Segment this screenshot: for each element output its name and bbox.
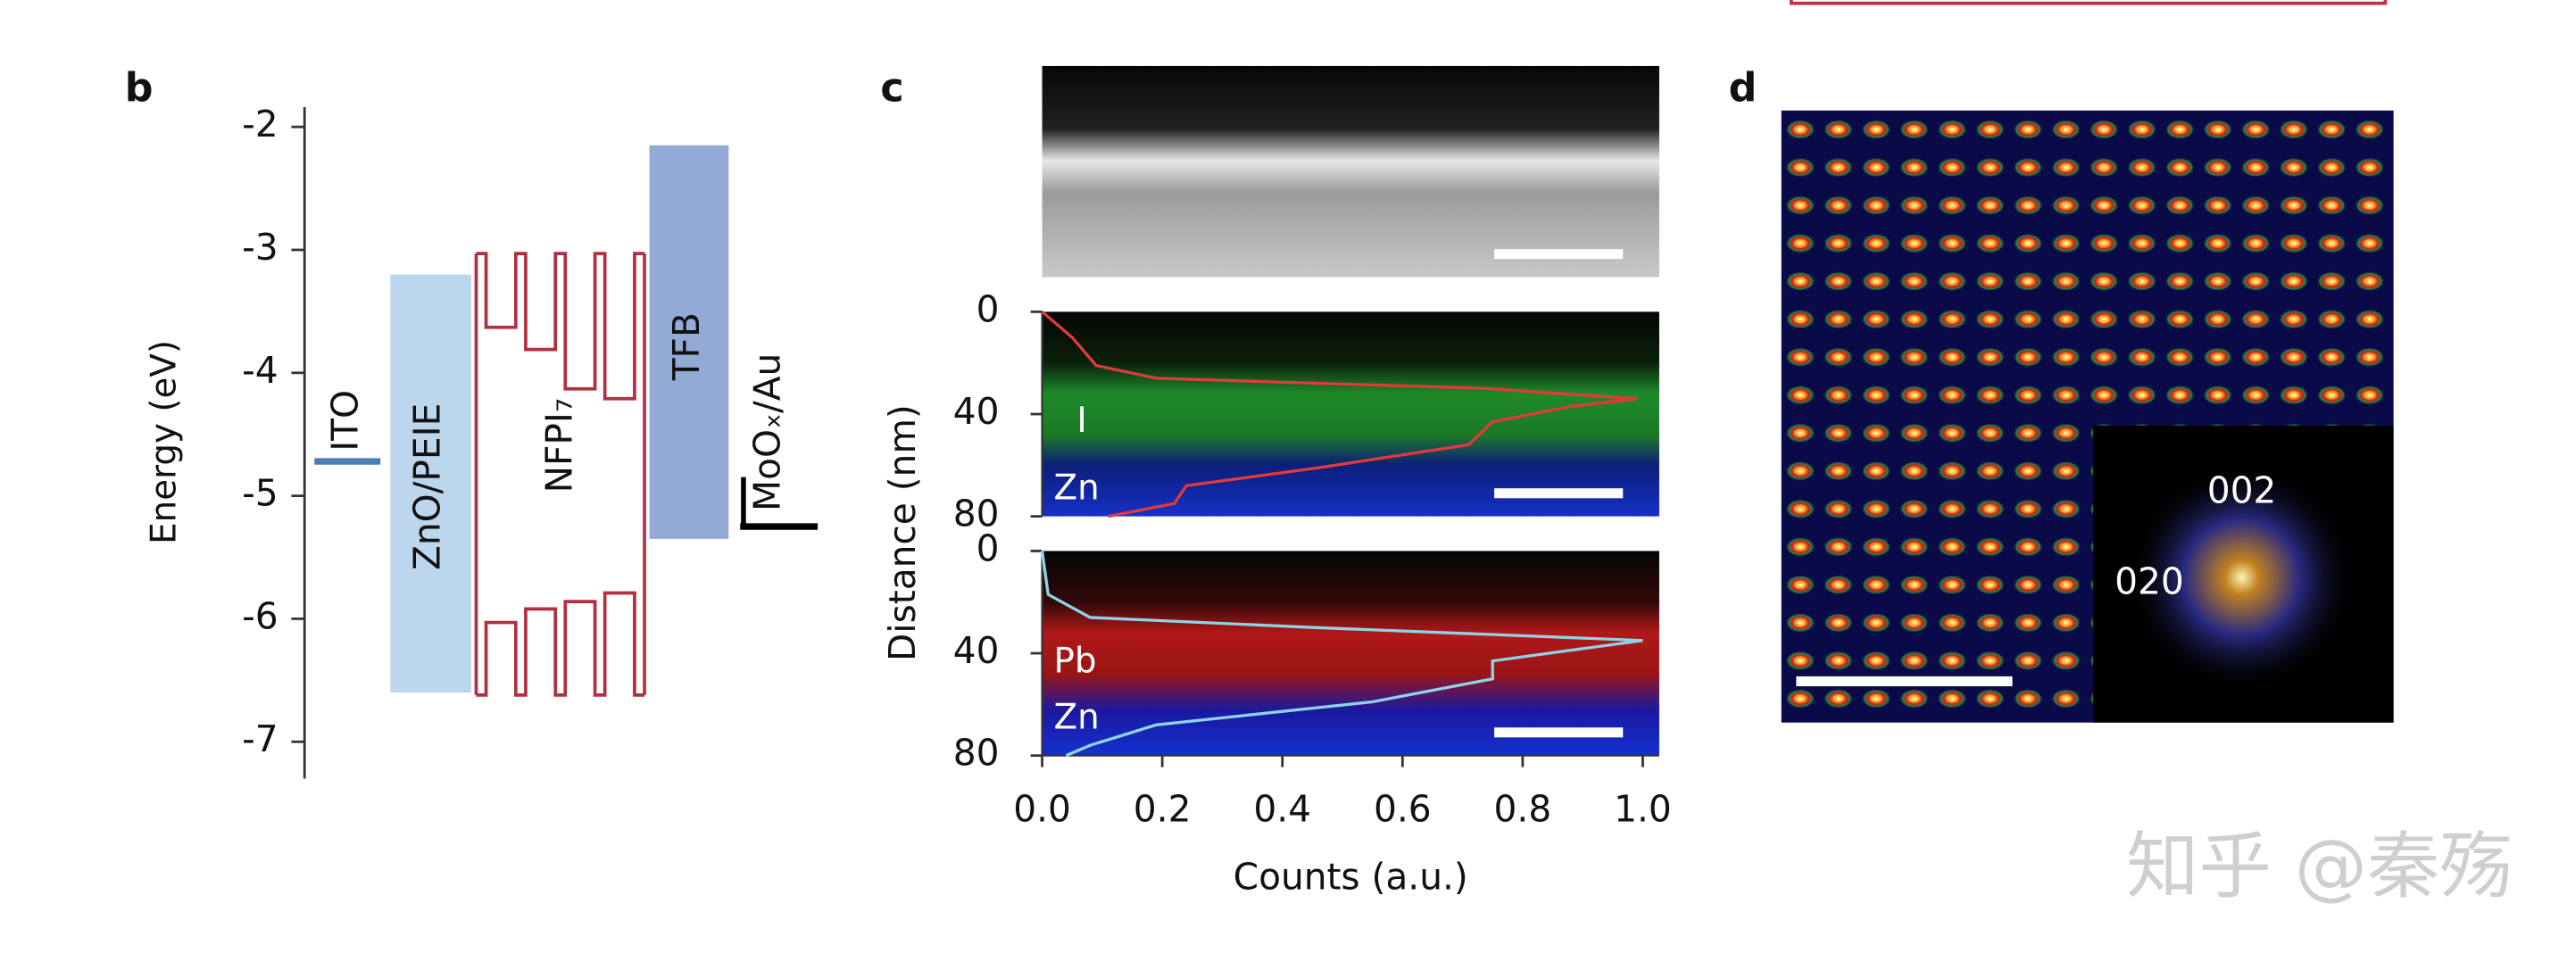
profile-line — [1040, 551, 1643, 758]
x-tick-label: 0.2 — [1134, 788, 1192, 831]
scale-bar — [1494, 249, 1624, 260]
panel-label: b — [125, 66, 154, 112]
x-tick-label: 0.0 — [1013, 788, 1071, 831]
x-tick-label: 0.8 — [1494, 788, 1552, 831]
panel-label: c — [880, 66, 903, 112]
layer-label: ITO — [323, 390, 366, 452]
y-tick-label: 0 — [976, 287, 1000, 330]
y-tick-label: 80 — [953, 493, 1000, 535]
y-axis-label: Energy (eV) — [144, 340, 184, 544]
cropped-frame — [1789, 0, 2388, 5]
scale-bar — [1494, 727, 1624, 738]
y-tick-label: 80 — [953, 732, 1000, 775]
map-label: Zn — [1053, 468, 1099, 509]
band-box — [649, 145, 729, 539]
eds-map — [1042, 311, 1659, 517]
y-tick-label: -4 — [242, 349, 278, 392]
scale-bar — [1796, 676, 2013, 687]
watermark: 知乎 @秦殇 — [2126, 825, 2513, 909]
map-label: I — [1076, 401, 1086, 441]
haadf-image — [1042, 65, 1659, 278]
layer-label: TFB — [665, 312, 708, 381]
valence-band — [476, 591, 645, 697]
y-tick-label: -3 — [242, 226, 278, 269]
y-tick-label: 0 — [976, 526, 1000, 569]
y-tick-label: -7 — [242, 717, 278, 760]
layer-label: MoOₓ/Au — [746, 353, 789, 511]
y-axis-label: Distance (nm) — [881, 404, 924, 661]
x-axis-label: Counts (a.u.) — [1234, 855, 1468, 898]
map-label: Pb — [1053, 642, 1096, 682]
profile-line — [1041, 311, 1637, 518]
conduction-band — [476, 252, 645, 401]
x-tick-label: 0.4 — [1253, 788, 1311, 831]
layer-label: ZnO/PEIE — [406, 403, 449, 570]
scale-bar — [1494, 488, 1624, 499]
y-tick-label: -6 — [242, 594, 278, 637]
band-box — [390, 274, 471, 693]
y-tick-label: 40 — [953, 629, 1000, 672]
y-tick-label: -5 — [242, 472, 278, 515]
panel-label: d — [1729, 66, 1757, 112]
fft-pattern — [2126, 461, 2357, 693]
fft-label: 020 — [2115, 560, 2184, 602]
layer-label: NFPI₇ — [538, 398, 581, 493]
map-label: Zn — [1053, 698, 1099, 738]
x-tick-label: 0.6 — [1374, 788, 1432, 831]
y-tick-label: 40 — [953, 390, 1000, 433]
x-tick-label: 1.0 — [1614, 788, 1672, 831]
eds-map — [1042, 551, 1659, 756]
y-tick-label: -2 — [242, 103, 278, 145]
fft-label: 002 — [2207, 469, 2277, 512]
